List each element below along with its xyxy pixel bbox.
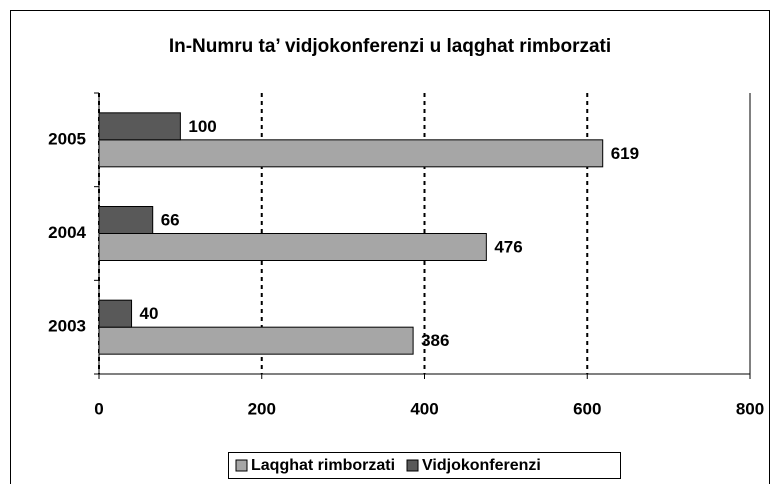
bar bbox=[98, 206, 154, 234]
value-label: 66 bbox=[161, 210, 180, 229]
legend-label: Laqghat rimborzati bbox=[251, 457, 395, 474]
legend-label: Vidjokonferenzi bbox=[422, 457, 541, 474]
bar bbox=[98, 139, 604, 168]
bar bbox=[98, 112, 181, 141]
y-tick-label: 2004 bbox=[48, 223, 86, 242]
legend-swatch bbox=[235, 459, 248, 472]
bar bbox=[98, 326, 414, 355]
x-tick-label: 800 bbox=[736, 399, 764, 418]
bar bbox=[98, 299, 133, 328]
value-label: 386 bbox=[421, 331, 449, 350]
x-tick-label: 600 bbox=[573, 399, 601, 418]
chart-title: In-Numru ta’ vidjokonferenzi u laqghat r… bbox=[169, 36, 611, 57]
legend-swatch bbox=[406, 459, 419, 472]
value-label: 619 bbox=[611, 144, 639, 163]
x-tick-label: 200 bbox=[248, 399, 276, 418]
x-tick-label: 400 bbox=[410, 399, 438, 418]
y-tick-label: 2005 bbox=[48, 129, 86, 148]
value-label: 100 bbox=[188, 117, 216, 136]
bar bbox=[98, 233, 487, 261]
y-tick-label: 2003 bbox=[48, 317, 86, 336]
legend-box bbox=[228, 452, 621, 479]
value-label: 476 bbox=[494, 237, 522, 256]
value-label: 40 bbox=[140, 304, 159, 323]
x-tick-label: 0 bbox=[94, 399, 103, 418]
